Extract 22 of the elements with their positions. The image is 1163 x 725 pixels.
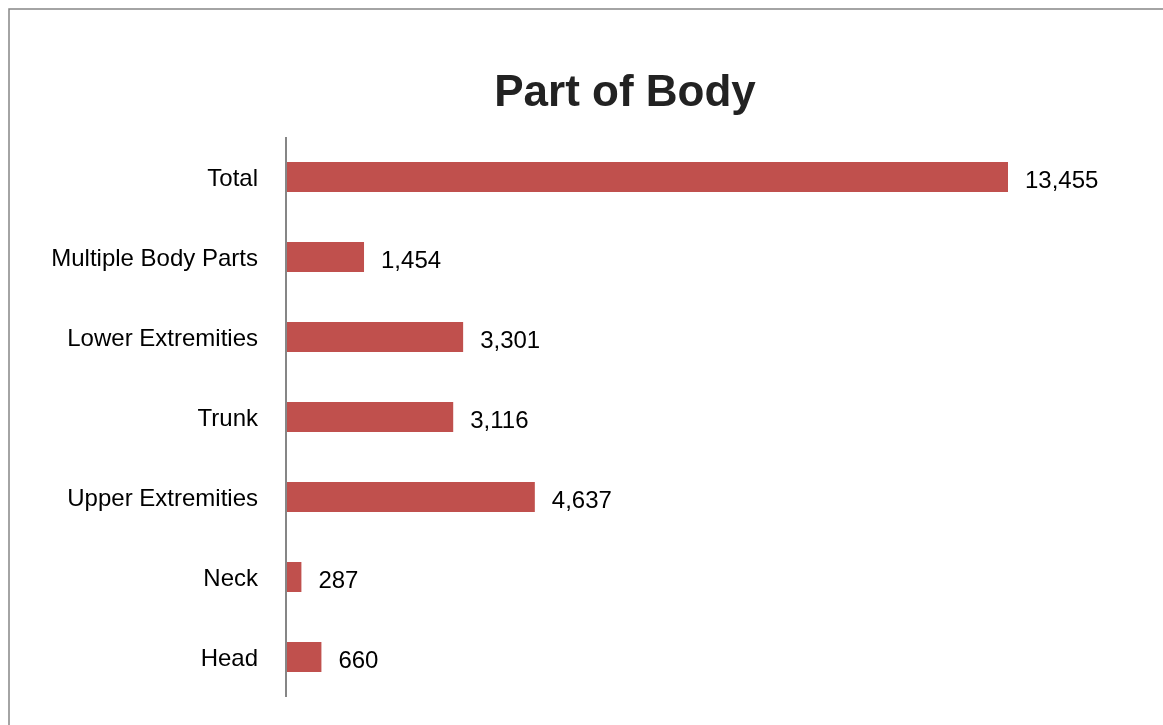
bar bbox=[286, 642, 322, 672]
data-label: 287 bbox=[318, 565, 359, 593]
y-tick-label: Trunk bbox=[197, 403, 259, 431]
bar bbox=[286, 562, 302, 592]
data-label: 3,301 bbox=[480, 325, 541, 353]
data-label: 1,454 bbox=[381, 245, 442, 273]
y-tick-label: Neck bbox=[203, 563, 259, 591]
y-tick-label: Head bbox=[200, 643, 258, 671]
bar bbox=[286, 402, 454, 432]
data-label: 4,637 bbox=[551, 485, 612, 513]
y-tick-label: Total bbox=[207, 163, 258, 191]
bar bbox=[286, 482, 535, 512]
y-tick-label: Multiple Body Parts bbox=[51, 243, 258, 271]
data-label: 660 bbox=[338, 645, 379, 673]
y-tick-label: Upper Extremities bbox=[67, 483, 258, 511]
data-label: 3,116 bbox=[470, 405, 529, 433]
data-label: 13,455 bbox=[1025, 165, 1099, 193]
bar bbox=[286, 162, 1008, 192]
bar bbox=[286, 322, 464, 352]
bar bbox=[286, 242, 365, 272]
y-tick-label: Lower Extremities bbox=[67, 323, 258, 351]
chart-title: Part of Body bbox=[494, 66, 757, 115]
